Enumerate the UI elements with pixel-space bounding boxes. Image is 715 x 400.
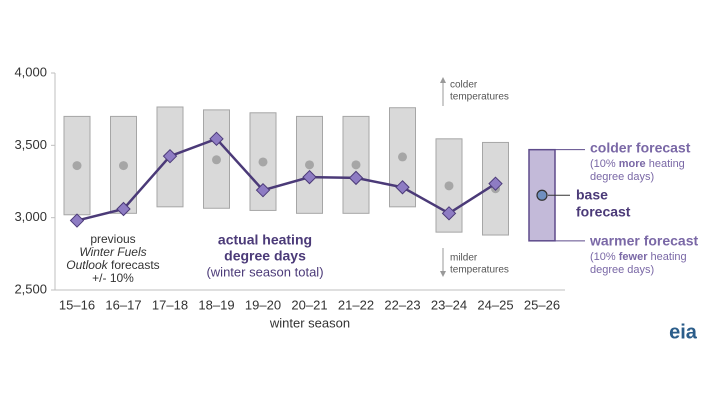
x-tick-label: 22–23 (384, 297, 420, 312)
x-tick-label: 17–18 (152, 297, 188, 312)
x-tick-label: 25–26 (524, 297, 560, 312)
actual-line (76, 137, 497, 222)
forecast-dot (398, 152, 407, 162)
annotation-part: forecasts (108, 258, 160, 272)
annotation: degree days) (590, 264, 654, 276)
annotation-title: warmer forecast (589, 233, 699, 249)
actual-marker (69, 213, 85, 228)
forecast-dot (119, 161, 128, 171)
x-tick-label: 24–25 (477, 297, 513, 312)
actual-marker (162, 148, 178, 164)
annotation: Winter Fuels (79, 245, 146, 259)
annotation-part: more (619, 158, 646, 170)
annotation-part: heating (648, 251, 687, 263)
annotation: previous (90, 232, 135, 246)
y-tick-label: 2,500 (14, 281, 47, 296)
x-tick-label: 23–24 (431, 297, 467, 312)
actual-marker (395, 180, 410, 195)
annotation: degree days) (590, 171, 654, 183)
x-tick-label: 15–16 (59, 297, 95, 312)
annotation-part: (10% (590, 251, 619, 263)
actual-marker (302, 169, 317, 185)
forecast-dot (351, 160, 361, 170)
y-tick-label: 4,000 (14, 64, 47, 79)
annotation: Outlook forecasts (66, 258, 159, 272)
actual-marker (348, 170, 364, 186)
forecast-dot (258, 157, 268, 167)
x-tick-label: 21–22 (338, 297, 374, 312)
actual-marker (255, 182, 271, 198)
actual-marker (441, 206, 457, 221)
forecast-dot (72, 161, 82, 171)
annotation: (winter season total) (206, 264, 323, 279)
x-tick-label: 19–20 (245, 297, 281, 312)
x-tick-label: 18–19 (198, 297, 234, 312)
annotation: temperatures (450, 265, 509, 276)
x-tick-label: 16–17 (105, 297, 141, 312)
x-axis-label: winter season (269, 315, 350, 330)
annotation: colder (450, 80, 478, 91)
annotation: base (576, 187, 608, 203)
annotation-title: colder forecast (590, 140, 691, 156)
annotation: actual heating (218, 232, 312, 248)
base-forecast-marker (536, 189, 548, 201)
annotation: +/- 10% (92, 271, 134, 285)
actual-marker (488, 176, 503, 191)
forecast-dot (444, 181, 454, 191)
x-tick-label: 20–21 (291, 297, 327, 312)
annotation: forecast (576, 204, 631, 220)
actual-marker (209, 131, 224, 147)
annotation: temperatures (450, 92, 509, 103)
annotation: (10% more heating (590, 158, 685, 170)
y-tick-label: 3,500 (14, 137, 47, 152)
forecast-dot (305, 160, 314, 170)
y-tick-label: 3,000 (14, 209, 47, 224)
forecast-dot (212, 155, 221, 165)
actual-marker (116, 201, 131, 217)
annotation-part: heating (646, 158, 685, 170)
annotation: milder (450, 253, 478, 264)
annotation-part: (10% (590, 158, 619, 170)
logo: eia (669, 321, 698, 343)
annotation-part: Outlook (66, 258, 108, 272)
annotation: (10% fewer heating (590, 251, 687, 263)
annotation: degree days (224, 248, 306, 264)
annotation-part: fewer (619, 251, 648, 263)
